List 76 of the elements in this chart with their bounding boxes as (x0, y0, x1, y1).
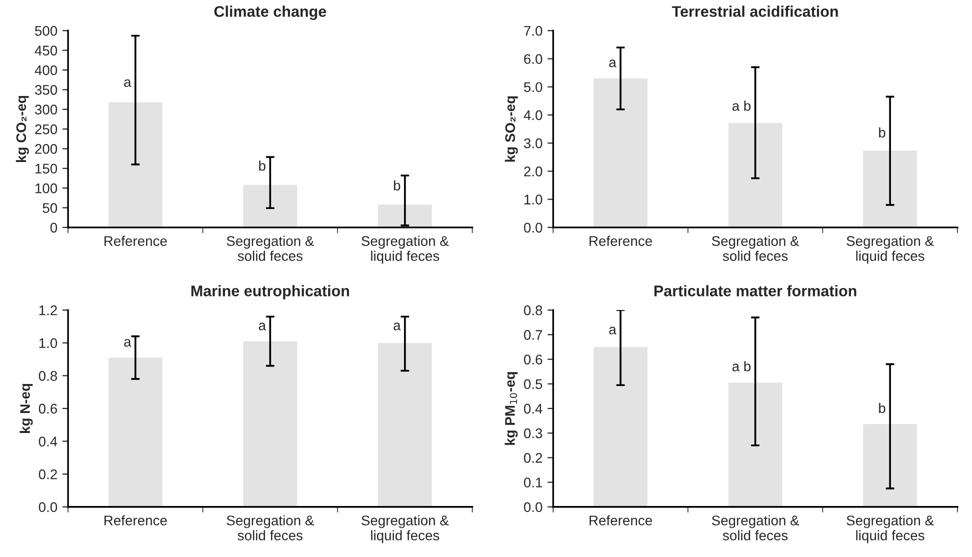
y-tick-label: 1.0 (39, 338, 58, 348)
y-tick-label: 0.4 (524, 404, 542, 414)
annotation: a (124, 339, 132, 347)
y-tick-label: 300 (34, 104, 58, 115)
y-axis-title: kg N-eq (20, 384, 33, 433)
chart-title: Terrestrial acidification (672, 6, 838, 17)
chart-title: Particulate matter formation (654, 285, 856, 296)
x-tick-label: Segregation & solid feces (226, 515, 314, 540)
annotation: b (259, 160, 266, 171)
x-tick-label: Reference (104, 236, 167, 246)
y-tick-label: 7.0 (524, 26, 542, 36)
annotation: a (258, 322, 266, 330)
y-tick-label: 3.0 (524, 138, 542, 148)
annotation: a (609, 326, 616, 334)
y-tick-label: 0.2 (38, 469, 57, 480)
annotation: a b (732, 100, 751, 111)
y-tick-label: 4.0 (524, 110, 542, 120)
y-tick-label: 0.5 (524, 379, 542, 390)
bar (243, 184, 298, 228)
y-tick-label: 450 (34, 46, 58, 56)
x-tick-label: Reference (590, 236, 652, 246)
annotation: b (879, 127, 886, 138)
y-tick-label: 200 (35, 144, 58, 154)
y-tick-label: 100 (36, 183, 58, 194)
y-tick-label: 0.0 (524, 222, 542, 233)
annotation: a (609, 60, 616, 68)
y-tick-label: 0.8 (38, 371, 58, 381)
bar (728, 122, 782, 228)
y-axis-title: kg CO₂-eq (16, 96, 29, 162)
y-tick-label: 400 (34, 65, 58, 76)
y-tick-label: 500 (35, 26, 58, 36)
bar (378, 204, 432, 228)
y-tick-label: 0 (50, 222, 58, 233)
annotation: b (394, 180, 400, 190)
y-tick-label: 250 (35, 124, 58, 134)
y-tick-label: 0.1 (524, 478, 542, 488)
bar (863, 424, 917, 507)
x-tick-label: Segregation & liquid feces (362, 236, 449, 264)
y-tick-label: 0.0 (38, 502, 58, 512)
bar (728, 382, 782, 507)
y-tick-label: 0.7 (524, 330, 542, 340)
x-tick-label: Segregation & solid feces (712, 515, 800, 540)
bar (863, 150, 917, 228)
bar (108, 102, 162, 228)
x-tick-label: Segregation & liquid feces (846, 515, 934, 544)
y-tick-label: 0.6 (524, 354, 542, 364)
y-tick-label: 2.0 (524, 166, 542, 176)
y-tick-label: 0.0 (524, 502, 542, 512)
annotation: a b (732, 361, 751, 372)
bar (594, 346, 648, 507)
y-tick-label: 0.4 (38, 436, 58, 446)
y-tick-label: 1.2 (39, 305, 57, 316)
chart-title: Marine eutrophication (191, 285, 350, 300)
y-tick-label: 0.3 (524, 428, 542, 438)
annotation: a (124, 79, 132, 87)
x-tick-label: Segregation & liquid feces (846, 236, 934, 264)
y-axis-title: kg SO₂-eq (504, 96, 518, 162)
y-axis-title: kg PM$_{10}$-eq (504, 372, 518, 445)
chart-title: Climate change (214, 6, 326, 20)
x-tick-label: Segregation & solid feces (226, 236, 314, 261)
y-tick-label: 6.0 (524, 54, 542, 64)
bar (594, 78, 648, 228)
y-tick-label: 0.8 (524, 305, 542, 316)
y-tick-label: 5.0 (524, 82, 542, 92)
y-tick-label: 0.2 (524, 453, 542, 463)
x-tick-label: Segregation & liquid feces (362, 515, 449, 544)
y-tick-label: 350 (34, 85, 58, 95)
y-tick-label: 50 (42, 203, 58, 213)
y-tick-label: 150 (36, 164, 58, 174)
x-tick-label: Reference (590, 515, 652, 526)
y-tick-label: 1.0 (524, 194, 542, 204)
x-tick-label: Segregation & solid feces (712, 236, 800, 261)
annotation: a (394, 322, 401, 330)
y-tick-label: 0.6 (38, 404, 58, 414)
x-tick-label: Reference (104, 515, 167, 526)
annotation: b (879, 402, 886, 414)
